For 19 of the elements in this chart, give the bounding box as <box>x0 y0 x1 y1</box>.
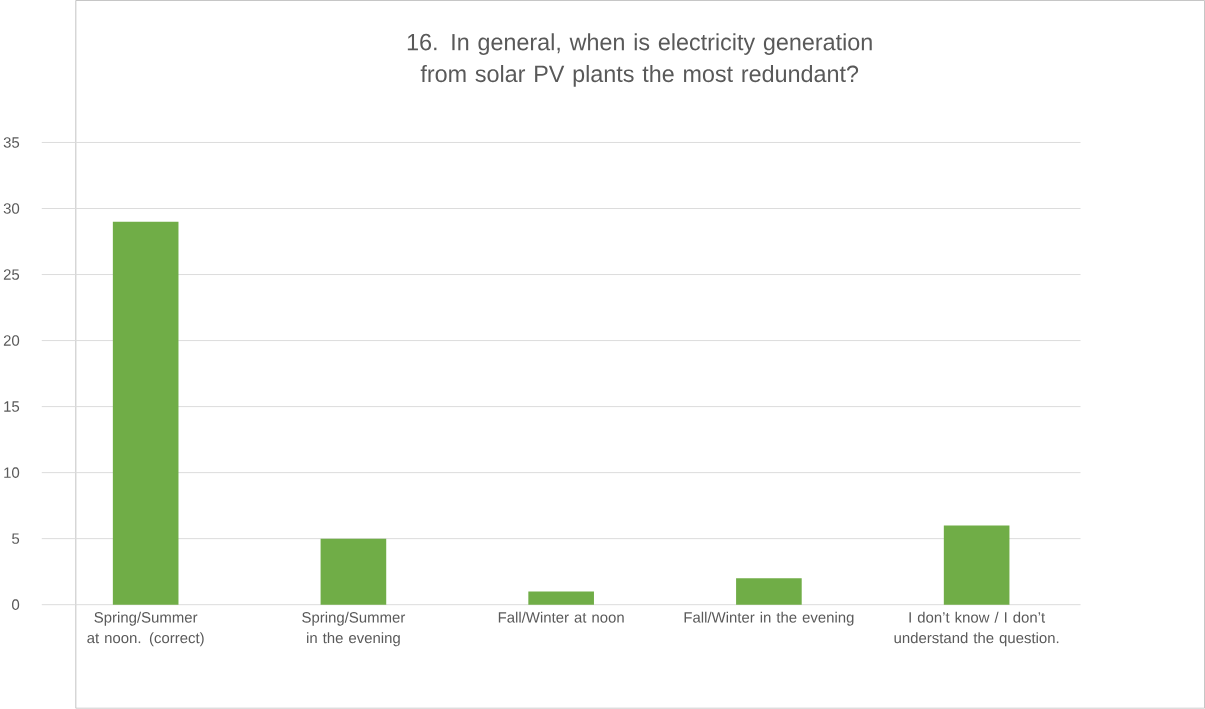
y-tick-label: 20 <box>3 335 20 346</box>
x-tick-label: Spring/Summer in the evening <box>302 611 406 647</box>
y-tick-label: 15 <box>4 401 20 412</box>
x-tick-label: I don’t know / I don’t understand the question. <box>894 611 1059 647</box>
y-tick-label: 5 <box>12 533 20 544</box>
bar <box>528 591 594 605</box>
bar <box>736 578 802 605</box>
bar <box>112 221 179 605</box>
chart-title: 16. In general, when is electricity generation from solar PV plants the most redundant? <box>407 33 872 87</box>
bar <box>320 538 387 605</box>
y-tick-label: 0 <box>12 599 20 611</box>
x-tick-label: Fall/Winter in the evening <box>684 611 854 626</box>
bar <box>943 525 1010 605</box>
x-tick-label: Fall/Winter at noon <box>498 611 624 623</box>
y-tick-label: 30 <box>3 203 20 214</box>
y-tick-label: 25 <box>3 269 20 280</box>
y-tick-label: 35 <box>3 137 20 148</box>
y-tick-label: 10 <box>4 467 20 479</box>
x-tick-label: Spring/Summer at noon. (correct) <box>87 611 204 647</box>
